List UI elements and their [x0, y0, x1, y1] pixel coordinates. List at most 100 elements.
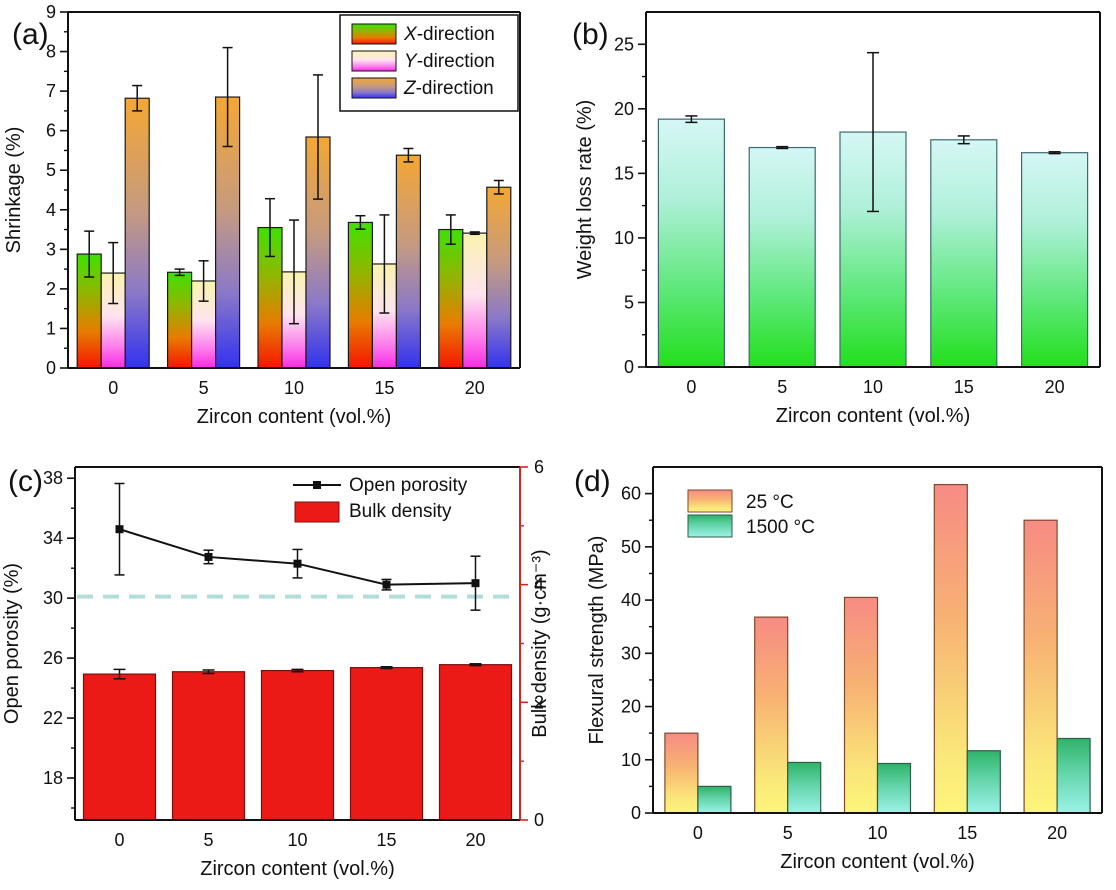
svg-text:26: 26: [43, 648, 63, 668]
svg-text:0: 0: [693, 823, 703, 843]
plot-frame: [652, 466, 1103, 814]
panel-c: 18 22 26 30 34 38 0 2 4 6 Bulk density (g·cm⁻³) 0 5 1…: [0, 445, 558, 890]
bar: [167, 271, 193, 369]
svg-text:0: 0: [534, 810, 544, 830]
legend-swatch: [351, 77, 397, 99]
svg-text:20: 20: [1047, 823, 1067, 843]
y-axis: 0 5 10 15 20 25: [614, 34, 646, 377]
svg-text:10: 10: [867, 823, 887, 843]
legend-label: 1500 °C: [746, 517, 815, 538]
svg-text:0: 0: [114, 830, 124, 850]
svg-text:4: 4: [534, 575, 544, 595]
bar: [787, 761, 822, 814]
right-y-axis: 0 2 4 6: [520, 457, 544, 830]
bar: [124, 97, 150, 369]
bar: [1021, 152, 1089, 368]
svg-text:0: 0: [46, 358, 56, 378]
panel-c-chart: 18 22 26 30 34 38 0 2 4 6 Bulk density (g·cm⁻³) 0 5 1…: [1, 457, 551, 880]
bar: [966, 750, 1001, 814]
svg-text:5: 5: [624, 292, 634, 312]
legend-swatch: [351, 50, 397, 72]
x-axis-title: Zircon content (vol.%): [200, 858, 395, 880]
svg-text:15: 15: [376, 830, 396, 850]
bars-group: [664, 483, 1091, 814]
x-axis-title: Zircon content (vol.%): [780, 851, 975, 873]
svg-text:1: 1: [46, 318, 56, 338]
svg-text:18: 18: [43, 768, 63, 788]
svg-text:6: 6: [534, 457, 544, 477]
bar: [438, 228, 464, 369]
error-bars: [84, 46, 504, 325]
marker: [293, 559, 302, 568]
svg-text:34: 34: [43, 528, 63, 548]
panel-b-letter: (b): [572, 18, 609, 51]
panel-b: 0 5 10 15 20 25 0 5 10 15 20 Zircon content (vol.%)…: [558, 0, 1116, 445]
svg-text:2: 2: [46, 279, 56, 299]
svg-text:30: 30: [621, 643, 641, 663]
y-axis-title: Weight loss rate (%): [574, 100, 596, 280]
y-axis-title: Flexural strength (MPa): [586, 536, 608, 745]
bar: [347, 221, 373, 369]
x-axis: 0 5 10 15 20 Zircon content (vol.%): [108, 378, 485, 428]
svg-text:5: 5: [46, 160, 56, 180]
bar: [1056, 737, 1091, 814]
svg-text:20: 20: [465, 378, 485, 398]
panel-d-chart: 0 10 20 30 40 50 60 0 5 10 15 20 Zircon content (vol…: [586, 466, 1103, 873]
svg-text:15: 15: [374, 378, 394, 398]
svg-text:50: 50: [621, 537, 641, 557]
svg-text:10: 10: [863, 377, 883, 397]
svg-text:15: 15: [957, 823, 977, 843]
svg-text:60: 60: [621, 484, 641, 504]
bar: [843, 596, 879, 814]
svg-text:0: 0: [686, 377, 696, 397]
panel-a-chart: 0 1 2 3 4 5 6 7 8 9 0 5 10 15 20 Zircon content (vol.%)…: [3, 2, 521, 428]
svg-text:15: 15: [614, 163, 634, 183]
bar: [462, 232, 488, 369]
svg-text:5: 5: [203, 830, 213, 850]
panel-d-letter: (d): [574, 465, 611, 498]
bar: [748, 146, 816, 368]
legend: Open porosity Bulk density: [293, 475, 468, 523]
svg-text:3: 3: [46, 239, 56, 259]
x-axis: 0 5 10 15 20 Zircon content (vol.%): [686, 377, 1064, 427]
bar: [664, 732, 699, 814]
legend-label: Bulk density: [349, 501, 452, 522]
bar: [697, 785, 732, 814]
svg-text:20: 20: [465, 830, 485, 850]
svg-text:10: 10: [284, 378, 304, 398]
bar: [260, 669, 335, 821]
bar: [171, 671, 246, 821]
bar: [657, 118, 726, 368]
svg-text:22: 22: [43, 708, 63, 728]
svg-text:25: 25: [614, 34, 634, 54]
panel-d: 0 10 20 30 40 50 60 0 5 10 15 20 Zircon content (vol…: [558, 445, 1116, 890]
svg-text:0: 0: [108, 378, 118, 398]
panel-a: 0 1 2 3 4 5 6 7 8 9 0 5 10 15 20 Zircon content (vol.%)…: [0, 0, 558, 445]
legend: 25 °C 1500 °C: [687, 489, 815, 538]
marker: [471, 579, 480, 588]
bar: [349, 667, 424, 821]
bar: [82, 673, 157, 821]
panel-a-letter: (a): [12, 18, 49, 51]
error-bars: [113, 663, 482, 680]
legend-swatch: [687, 514, 733, 538]
marker: [382, 580, 391, 589]
bars-group: [82, 664, 513, 821]
svg-text:20: 20: [621, 697, 641, 717]
marker: [115, 525, 124, 534]
bar: [754, 616, 789, 814]
plot-frame: [645, 11, 1101, 368]
svg-text:38: 38: [43, 468, 63, 488]
bar: [395, 154, 421, 369]
legend-label: X-direction: [403, 24, 495, 45]
bar: [933, 483, 968, 814]
legend: X-direction Y-direction Z-direction: [339, 14, 519, 112]
bar: [486, 186, 512, 369]
x-axis: 0 5 10 15 20 Zircon content (vol.%): [693, 823, 1067, 873]
svg-text:0: 0: [631, 803, 641, 823]
svg-text:10: 10: [287, 830, 307, 850]
y-axis: 0 1 2 3 4 5 6 7 8 9: [46, 2, 68, 378]
svg-text:5: 5: [777, 377, 787, 397]
error-bars: [685, 51, 1061, 213]
svg-text:2: 2: [534, 692, 544, 712]
